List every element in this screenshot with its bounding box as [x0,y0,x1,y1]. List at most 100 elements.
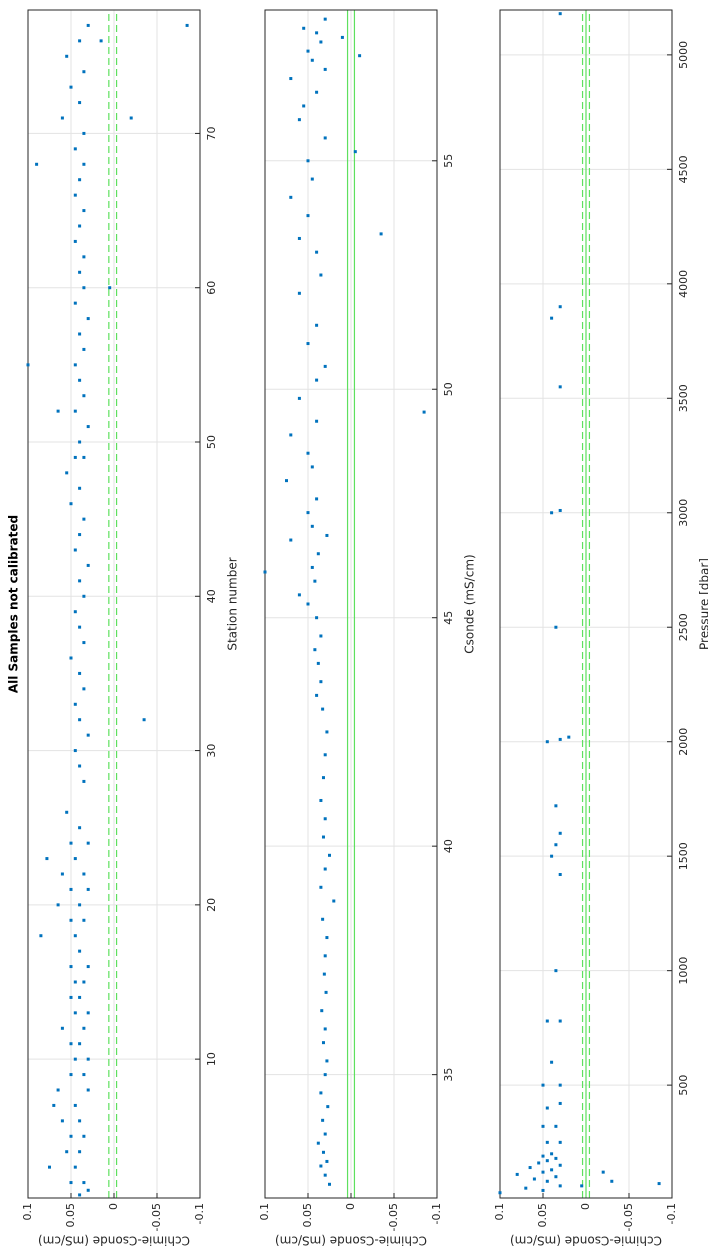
point [315,419,319,423]
point [69,918,73,922]
point [302,26,306,30]
point [78,1193,82,1197]
point [319,1164,323,1168]
point [78,486,82,490]
point [82,394,86,398]
point [537,1161,541,1165]
point [313,579,317,583]
x-tick-label: 5000 [677,41,690,69]
point [297,236,301,240]
x-tick-label: 1000 [677,957,690,985]
point [69,887,73,891]
point [323,1132,327,1136]
point [310,465,314,469]
point [86,23,90,27]
point [319,273,323,277]
point [82,1073,86,1077]
point [321,1118,325,1122]
x-tick-label: 40 [205,589,218,603]
point [78,178,82,182]
point [554,1156,558,1160]
point [310,177,314,181]
y-tick-label: 0.05 [536,1203,549,1228]
point [319,634,323,638]
point [558,1163,562,1167]
point [558,1101,562,1105]
point [69,1134,73,1138]
point [323,364,327,368]
point [35,162,39,166]
point [86,563,90,567]
point [65,810,69,814]
x-tick-label: 70 [205,126,218,140]
point [567,735,571,739]
point [285,479,288,483]
point [306,214,310,218]
point [306,602,310,606]
point [82,1181,86,1185]
y-tick-label: 0.1 [258,1203,271,1221]
x-tick-label: 50 [205,435,218,449]
point [554,804,558,808]
point [82,70,86,74]
point [332,899,336,903]
point [73,857,77,861]
x-tick-label: 4500 [677,155,690,183]
point [323,1073,327,1077]
point [73,980,77,984]
point [78,764,82,768]
point [82,1134,86,1138]
point [306,49,310,53]
point [69,995,73,999]
y-tick-label: -0.05 [150,1203,163,1231]
point [515,1172,519,1176]
point [319,885,323,889]
point [302,104,306,108]
y-tick-label: -0.1 [665,1203,678,1224]
point [289,433,293,437]
point [69,1181,73,1185]
x-tick-label: 45 [442,611,455,625]
point [558,1184,562,1188]
point [73,610,77,614]
point [60,1119,64,1123]
point [78,826,82,830]
point [325,1059,329,1063]
x-tick-label: 35 [442,1068,455,1082]
point [550,854,554,858]
y-tick-label: 0 [344,1203,357,1210]
point [532,1177,536,1181]
point [65,1150,69,1154]
point [315,323,319,327]
point [78,995,82,999]
point [73,363,77,367]
point [580,1184,584,1188]
point [78,440,82,444]
point [319,1091,323,1095]
y-tick-label: 0.05 [301,1203,314,1228]
y-tick-label: 0.1 [493,1203,506,1221]
point [48,1165,51,1169]
point [297,593,301,597]
point [82,980,86,984]
point [289,77,293,81]
point [56,903,60,907]
point [321,1041,325,1045]
point [60,1026,64,1030]
point [82,209,86,213]
y-tick-label: 0 [579,1203,592,1210]
point [78,224,82,228]
point [297,396,301,400]
point [78,579,82,583]
point [340,35,344,39]
point [26,363,30,367]
point [73,1165,77,1169]
point [78,332,82,336]
point [82,517,86,521]
point [73,239,77,243]
point [73,702,77,706]
point [69,1073,73,1077]
axes-frame [264,9,438,1199]
point [558,1019,562,1023]
